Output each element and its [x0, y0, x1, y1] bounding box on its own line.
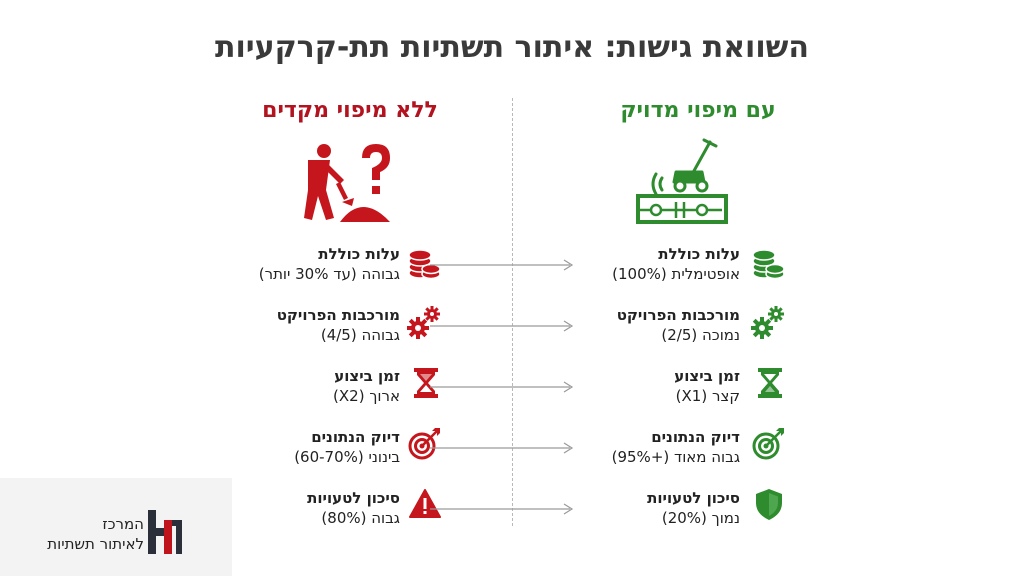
logo-area [0, 478, 232, 576]
right-column-heading: עם מיפוי מדויק [620, 98, 776, 123]
right-row-complexity: מורכבות הפרויקט נמוכה (2/5) [540, 305, 740, 345]
left-row-cost: עלות כוללת גבוהה (עד 30% יותר) [180, 244, 400, 284]
left-row-cost-value: גבוהה (עד 30% יותר) [258, 265, 400, 283]
right-row-time: זמן ביצוע קצר (X1) [540, 366, 740, 406]
left-row-risk: סיכון לטעויות גבוה (80%) [180, 488, 400, 528]
left-row-accuracy-label: דיוק הנתונים [311, 428, 400, 446]
left-row-cost-label: עלות כוללת [318, 245, 400, 263]
coins-icon [752, 249, 785, 280]
comparison-arrow [430, 503, 574, 515]
target-icon [752, 428, 784, 460]
right-row-cost-label: עלות כוללת [658, 245, 740, 263]
right-row-time-value: קצר (X1) [675, 387, 740, 405]
logo-line-2: לאיתור תשתיות [47, 535, 144, 553]
page-title: השוואת גישות: איתור תשתיות תת-קרקעיות [214, 30, 809, 65]
right-row-accuracy-label: דיוק הנתונים [651, 428, 740, 446]
comparison-arrow [430, 442, 574, 454]
hourglass-icon [414, 368, 438, 398]
right-row-time-label: זמן ביצוע [674, 367, 740, 385]
column-divider [512, 98, 513, 526]
hourglass-icon [758, 368, 782, 398]
left-row-complexity-value: גבוהה (4/5) [320, 326, 400, 344]
coins-icon [408, 249, 441, 280]
left-row-complexity-label: מורכבות הפרויקט [276, 306, 400, 324]
left-row-risk-value: גבוה (80%) [321, 509, 400, 527]
target-icon [408, 428, 440, 460]
left-row-time-value: ארוך (X2) [333, 387, 400, 405]
right-row-cost-value: אופטימלית (100%) [612, 265, 740, 283]
digging-worker-question-icon [304, 144, 390, 222]
warning-icon [409, 489, 441, 518]
left-row-risk-label: סיכון לטעויות [307, 489, 400, 507]
gears-icon [407, 306, 440, 339]
left-column-heading: ללא מיפוי מקדים [262, 98, 438, 123]
right-row-risk: סיכון לטעויות נמוך (20%) [540, 488, 740, 528]
left-row-accuracy: דיוק הנתונים בינוני (60-70%) [180, 427, 400, 467]
comparison-arrow [430, 320, 574, 332]
right-row-accuracy: דיוק הנתונים גבוה מאוד (+95%) [540, 427, 740, 467]
left-row-accuracy-value: בינוני (60-70%) [294, 448, 400, 466]
left-row-time: זמן ביצוע ארוך (X2) [180, 366, 400, 406]
logo-mark-icon [148, 510, 182, 554]
right-row-cost: עלות כוללת אופטימלית (100%) [540, 244, 740, 284]
gears-icon [751, 306, 784, 339]
right-row-risk-value: נמוך (20%) [661, 509, 740, 527]
right-row-complexity-label: מורכבות הפרויקט [616, 306, 740, 324]
right-row-risk-label: סיכון לטעויות [647, 489, 740, 507]
right-row-accuracy-value: גבוה מאוד (+95%) [611, 448, 740, 466]
left-row-time-label: זמן ביצוע [334, 367, 400, 385]
logo-text: המרכז לאיתור תשתיות [22, 514, 144, 554]
lawnmower-scanner-icon [636, 138, 728, 224]
logo-line-1: המרכז [102, 515, 144, 533]
shield-icon [756, 489, 782, 520]
comparison-arrow [430, 381, 574, 393]
comparison-arrow [430, 259, 574, 271]
left-row-complexity: מורכבות הפרויקט גבוהה (4/5) [180, 305, 400, 345]
right-row-complexity-value: נמוכה (2/5) [661, 326, 740, 344]
